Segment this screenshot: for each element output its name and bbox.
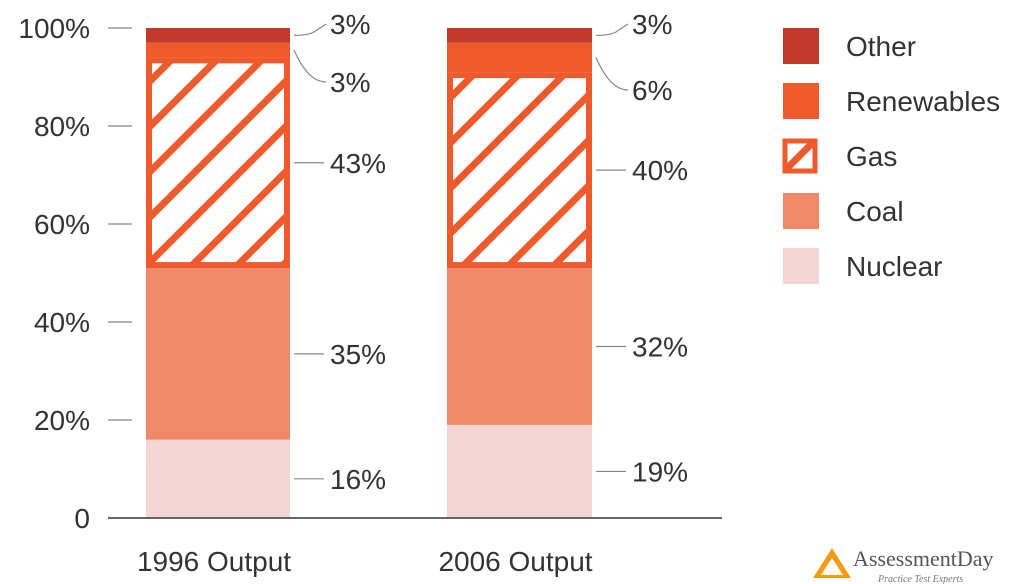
y-axis: 0 20% 40% 60% 80% 100%	[18, 13, 132, 534]
bar-segment-coal	[146, 268, 290, 440]
legend-swatch-other	[783, 28, 819, 64]
leader-line	[595, 23, 629, 36]
leader-line	[595, 57, 629, 91]
y-tick-label: 40%	[34, 307, 90, 338]
legend-label: Nuclear	[846, 251, 942, 282]
category-label: 1996 Output	[137, 546, 291, 577]
value-label: 19%	[632, 456, 688, 487]
value-label: 6%	[632, 75, 672, 106]
legend-swatch-nuclear	[783, 248, 819, 284]
bar-segment-renewables	[447, 42, 592, 73]
y-tick-label: 80%	[34, 111, 90, 142]
bars	[146, 28, 592, 518]
legend-label: Gas	[846, 141, 897, 172]
legend-label: Coal	[846, 196, 904, 227]
bar-segment-gas	[447, 72, 592, 269]
bar-segment-nuclear	[146, 439, 290, 518]
bar-segment-other	[146, 28, 290, 43]
value-label: 32%	[632, 332, 688, 363]
legend-swatch-coal	[783, 193, 819, 229]
bar-segment-renewables	[146, 42, 290, 58]
leader-line	[293, 49, 327, 83]
bar-segment-gas	[146, 57, 290, 269]
value-label: 3%	[330, 9, 370, 40]
legend-swatch-gas	[782, 138, 818, 174]
category-labels: 1996 Output 2006 Output	[137, 546, 593, 577]
bar-segment-nuclear	[447, 424, 592, 518]
value-label: 3%	[632, 9, 672, 40]
y-tick-label: 60%	[34, 209, 90, 240]
logo-triangle-inner	[821, 558, 843, 575]
leader-line	[293, 23, 327, 36]
legend-swatch-renewables	[783, 83, 819, 119]
bar-segment-coal	[447, 268, 592, 425]
y-tick-label: 100%	[18, 13, 90, 44]
y-tick-label: 0	[74, 503, 90, 534]
value-label: 3%	[330, 67, 370, 98]
bar-segment-other	[447, 28, 592, 43]
value-label: 40%	[632, 155, 688, 186]
legend-label: Other	[846, 31, 916, 62]
value-label: 43%	[330, 148, 386, 179]
y-tick-label: 20%	[34, 405, 90, 436]
value-label: 35%	[330, 339, 386, 370]
value-labels: 16% 35% 43% 3% 3% 19% 32% 40% 6% 3%	[293, 9, 688, 495]
logo-name: AssessmentDay	[853, 546, 994, 571]
category-label: 2006 Output	[438, 546, 592, 577]
legend: Other Renewables Gas Coal Nuclear	[782, 28, 1000, 284]
legend-label: Renewables	[846, 86, 1000, 117]
logo-tagline: Practice Test Experts	[877, 574, 963, 584]
value-label: 16%	[330, 464, 386, 495]
assessmentday-logo: AssessmentDay Practice Test Experts	[813, 546, 994, 584]
